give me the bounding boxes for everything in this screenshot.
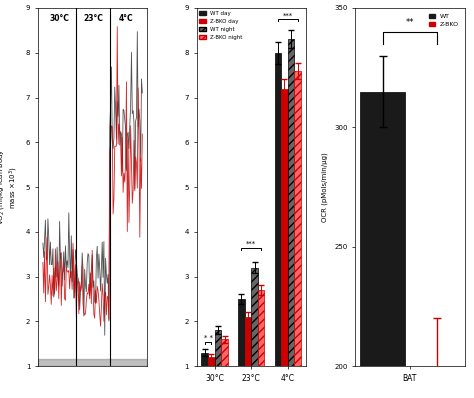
Bar (221, 339, 228, 398)
Bar (251, 267, 258, 398)
Text: ***: *** (246, 241, 256, 247)
Y-axis label: OCR (pMols/min/μg): OCR (pMols/min/μg) (322, 152, 328, 222)
Bar (414, 390, 460, 398)
Bar (38, 359, 147, 366)
Bar (294, 71, 301, 398)
Legend: WT, Z-BKO: WT, Z-BKO (426, 11, 461, 30)
Bar (208, 357, 215, 398)
Text: * *: * * (203, 335, 212, 341)
Text: 23°C: 23°C (83, 14, 103, 23)
Bar (288, 39, 294, 398)
Bar (281, 88, 288, 398)
Text: 4°C: 4°C (119, 14, 134, 23)
Text: **: ** (406, 18, 414, 27)
Bar (238, 299, 245, 398)
Bar (360, 92, 405, 398)
Y-axis label: VO$_2$ (ml/kg lean body
mass ×10$^3$): VO$_2$ (ml/kg lean body mass ×10$^3$) (0, 149, 20, 225)
Text: 30°C: 30°C (50, 14, 70, 23)
Bar (258, 290, 264, 398)
Bar (201, 353, 208, 398)
Text: ***: *** (283, 12, 293, 18)
Bar (245, 317, 251, 398)
Legend: WT day, Z-BKO day, WT night, Z-BKO night: WT day, Z-BKO day, WT night, Z-BKO night (199, 11, 243, 40)
Bar (215, 330, 221, 398)
Bar (274, 53, 281, 398)
